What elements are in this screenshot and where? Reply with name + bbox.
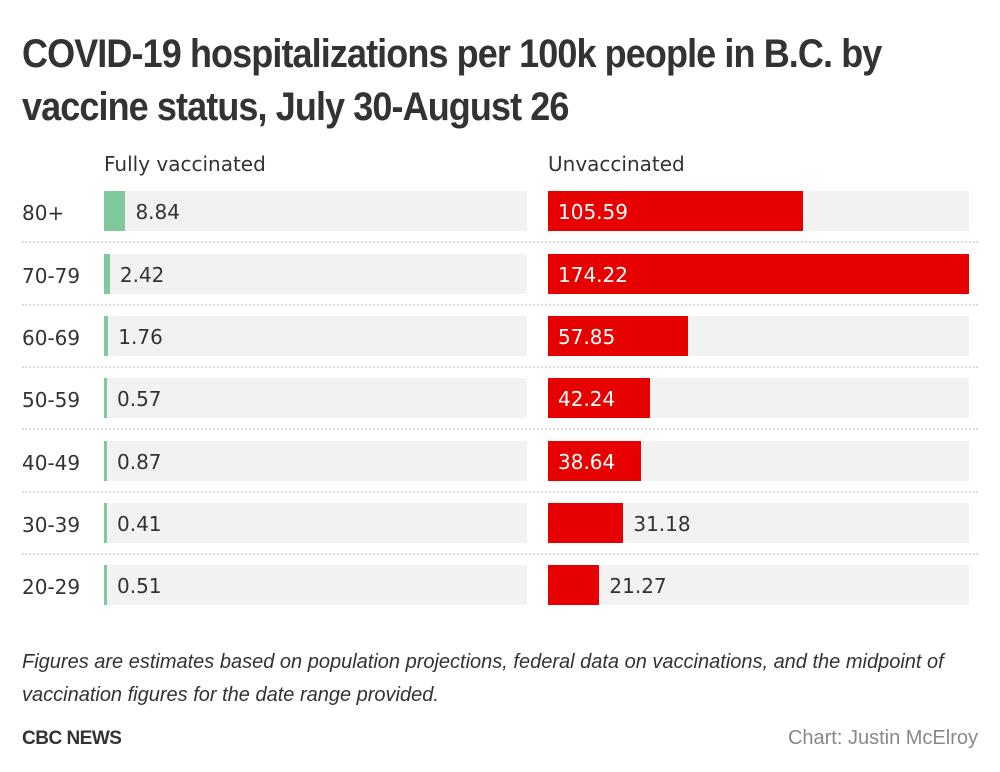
data-label: 57.85 [558,325,616,349]
bar-track: 57.85 [548,316,969,356]
bar-unvaccinated [548,254,969,294]
data-label: 0.41 [117,512,162,536]
bar-track: 174.22 [548,254,969,294]
data-label: 174.22 [558,263,628,287]
category-label: 50-59 [22,388,81,412]
data-label: 42.24 [558,387,616,411]
data-label: 31.18 [633,512,691,536]
column-header-fully-vaccinated: Fully vaccinated [104,152,266,176]
bar-track: 0.57 [104,378,527,418]
bar-fully-vaccinated [104,378,107,418]
bar-unvaccinated [548,191,804,231]
category-label: 40-49 [22,451,81,475]
data-label: 0.51 [117,574,162,598]
data-label: 0.57 [117,387,162,411]
column-header-unvaccinated: Unvaccinated [548,152,685,176]
footnote: Figures are estimates based on populatio… [22,651,944,706]
bar-unvaccinated [548,378,651,418]
data-label: 8.84 [135,200,180,224]
row-separator [22,241,978,243]
data-label: 105.59 [558,200,628,224]
row-separator [22,491,978,493]
chart-credit: Chart: Justin McElroy [787,727,978,749]
bar-track: 31.18 [548,503,969,543]
bar-track: 38.64 [548,441,969,481]
bar-fully-vaccinated [104,565,107,605]
bar-unvaccinated [548,565,600,605]
row-separator [22,428,978,430]
chart-title: COVID-19 hospitalizations per 100k peopl… [22,32,882,129]
bar-unvaccinated [548,316,688,356]
brand-logo: CBC NEWS [22,728,122,749]
row-separator [22,553,978,555]
bar-unvaccinated [548,441,642,481]
category-label: 60-69 [22,326,81,350]
bar-track: 21.27 [548,565,969,605]
bar-track: 105.59 [548,191,969,231]
bar-track: 8.84 [104,191,527,231]
data-label: 21.27 [609,574,667,598]
data-label: 2.42 [119,263,165,287]
data-label: 0.87 [117,450,162,474]
bar-fully-vaccinated [104,441,107,481]
bar-track: 0.87 [104,441,527,481]
row-separator [22,366,978,368]
bar-track: 42.24 [548,378,969,418]
category-label: 70-79 [22,264,81,288]
row-separator [22,304,978,306]
data-label: 38.64 [558,450,616,474]
bar-unvaccinated [548,503,624,543]
bar-fully-vaccinated [104,503,107,543]
data-label: 1.76 [118,325,163,349]
bar-fully-vaccinated [104,316,109,356]
bar-track: 1.76 [104,316,527,356]
bar-fully-vaccinated [104,191,126,231]
bar-track: 2.42 [104,254,527,294]
category-label: 30-39 [22,513,81,537]
bar-track: 0.51 [104,565,527,605]
bar-track: 0.41 [104,503,527,543]
category-label: 20-29 [22,575,81,599]
bar-fully-vaccinated [104,254,110,294]
category-label: 80+ [22,201,65,225]
